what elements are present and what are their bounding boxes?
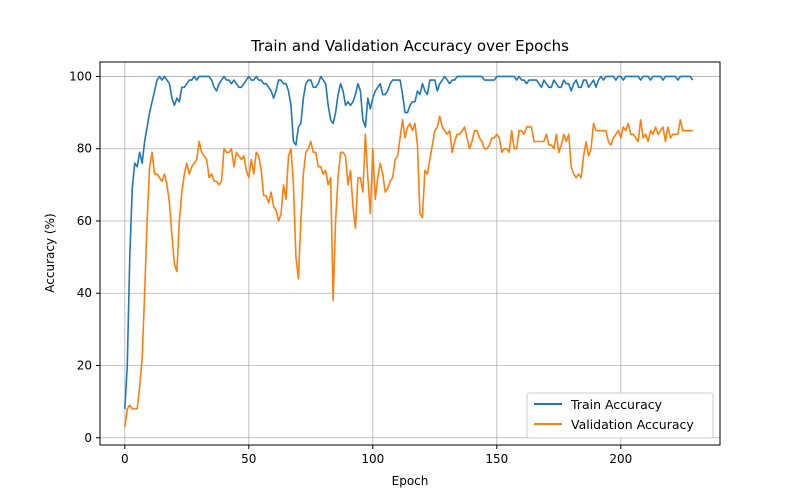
y-axis-label: Accuracy (%) — [43, 213, 57, 292]
x-tick-label: 100 — [361, 452, 384, 466]
x-axis-ticks: 0 50 100 150 200 — [121, 445, 632, 466]
y-tick-label: 0 — [84, 431, 92, 445]
x-axis-label: Epoch — [392, 474, 429, 488]
train-accuracy-line — [124, 75, 694, 409]
validation-accuracy-line — [124, 115, 693, 428]
y-axis-ticks: 0 20 40 60 80 100 — [69, 69, 100, 445]
x-tick-label: 0 — [121, 452, 129, 466]
y-tick-label: 20 — [77, 359, 92, 373]
y-tick-label: 60 — [77, 214, 92, 228]
x-tick-label: 50 — [241, 452, 256, 466]
grid — [100, 62, 720, 445]
chart-title: Train and Validation Accuracy over Epoch… — [250, 37, 569, 55]
legend-box — [526, 392, 714, 439]
series-layer — [124, 75, 694, 428]
plot-frame — [99, 61, 721, 446]
y-tick-label: 100 — [69, 69, 92, 83]
y-tick-label: 80 — [77, 142, 92, 156]
legend-label-train: Train Accuracy — [570, 397, 663, 412]
x-tick-label: 150 — [485, 452, 508, 466]
legend: Train Accuracy Validation Accuracy — [526, 392, 714, 439]
x-tick-label: 200 — [609, 452, 632, 466]
legend-label-validation: Validation Accuracy — [571, 417, 694, 432]
y-tick-label: 40 — [77, 286, 92, 300]
